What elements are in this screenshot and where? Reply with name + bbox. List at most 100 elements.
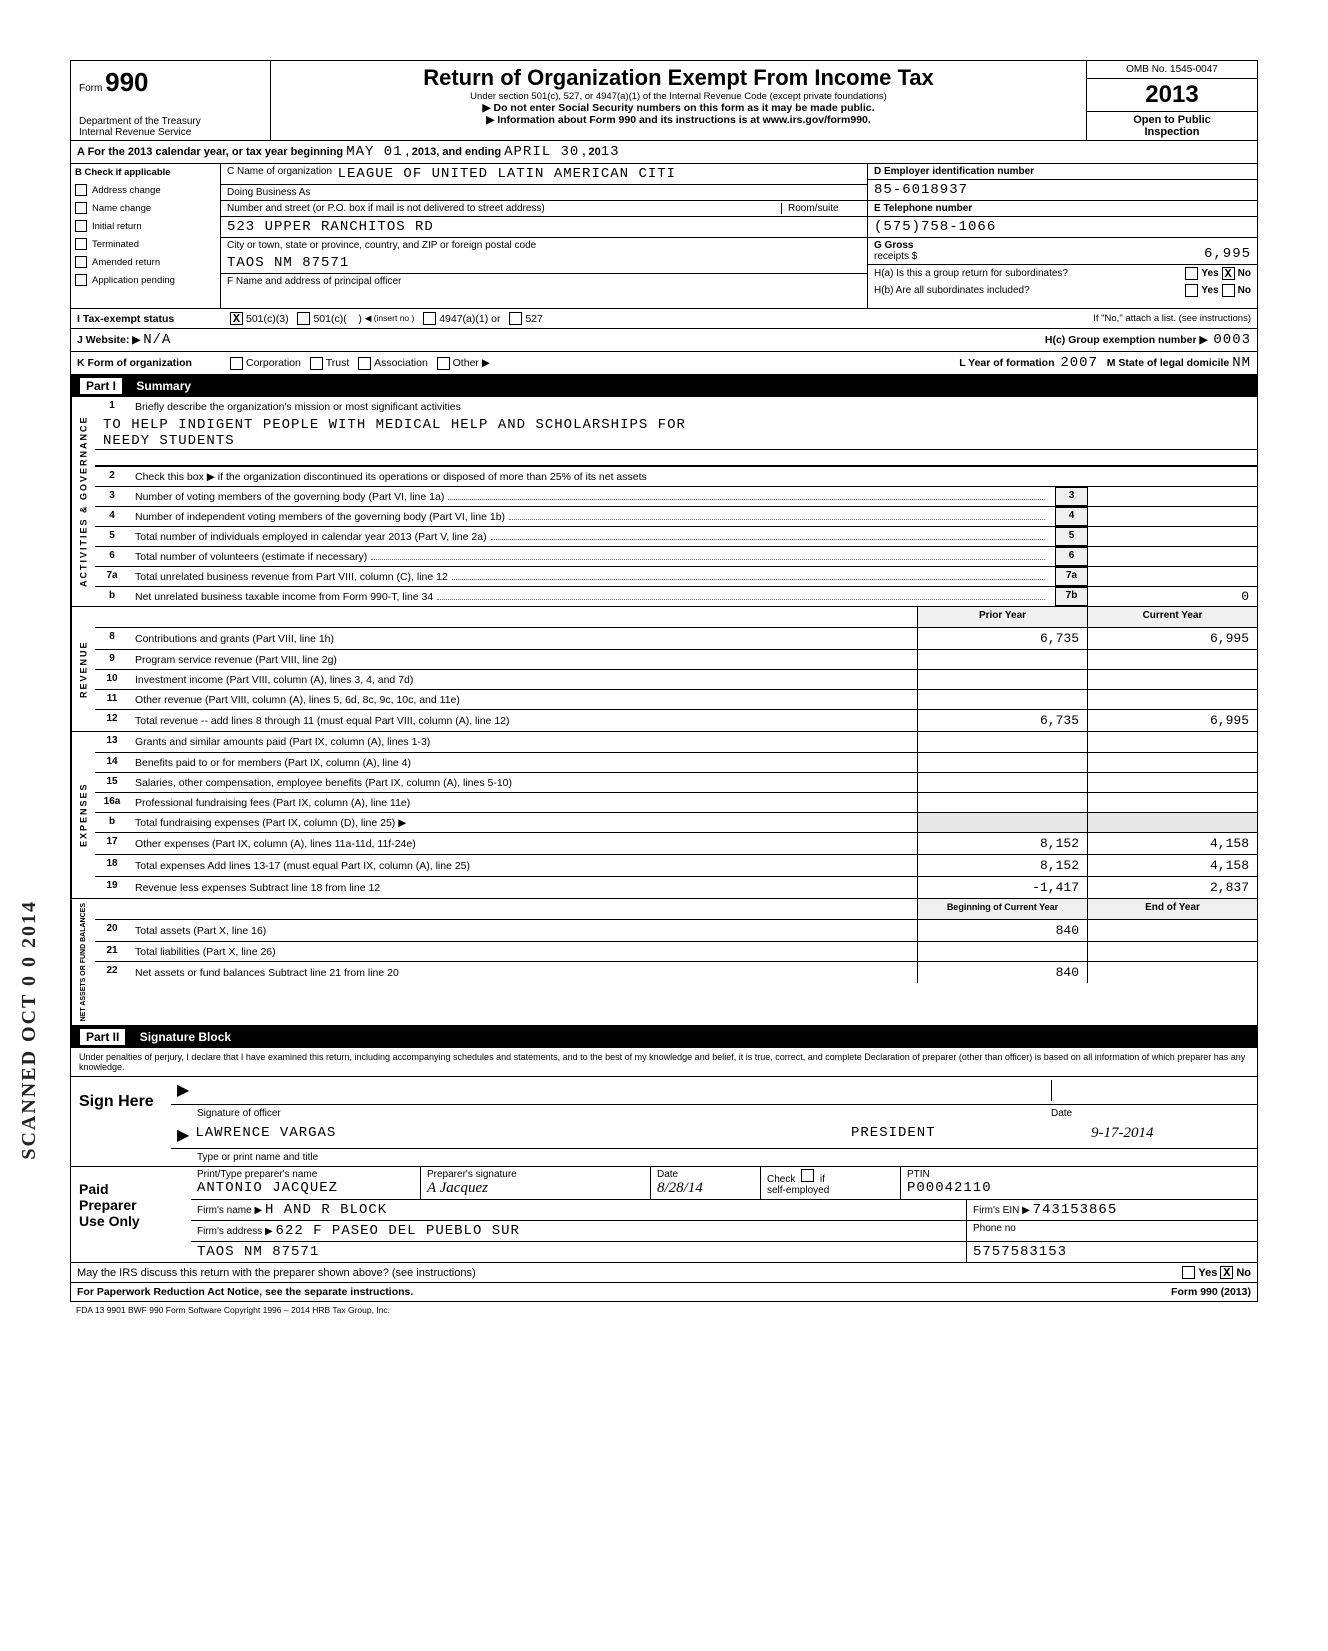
line-7a: Total unrelated business revenue from Pa… xyxy=(135,571,448,583)
checkbox-trust[interactable] xyxy=(310,357,323,370)
part-2-label: Part II xyxy=(79,1028,126,1046)
prep-h4b: if xyxy=(820,1174,825,1185)
checkbox-discuss-yes[interactable] xyxy=(1182,1266,1195,1279)
checkbox-app-pending[interactable] xyxy=(75,274,87,286)
section-klm: K Form of organization Corporation Trust… xyxy=(71,352,1257,375)
beg-22: 840 xyxy=(917,962,1087,983)
prep-h4c: self-employed xyxy=(767,1185,894,1196)
no-lbl: No xyxy=(1236,1267,1251,1279)
hdr-beg: Beginning of Current Year xyxy=(917,899,1087,919)
hdr-current: Current Year xyxy=(1087,607,1257,627)
tax-year-begin: MAY 01 xyxy=(346,144,402,160)
line-22: Net assets or fund balances Subtract lin… xyxy=(135,967,399,979)
opt-527: 527 xyxy=(525,313,543,325)
checkbox-hb-no[interactable] xyxy=(1222,284,1235,297)
line-16a: Professional fundraising fees (Part IX, … xyxy=(135,797,410,809)
checkbox-501c3[interactable]: X xyxy=(230,312,243,325)
line-21: Total liabilities (Part X, line 26) xyxy=(135,946,276,958)
prep-h1: Print/Type preparer's name xyxy=(197,1169,414,1180)
prep-date: 8/28/14 xyxy=(657,1180,754,1197)
line-7b: Net unrelated business taxable income fr… xyxy=(135,591,433,603)
type-print-lbl: Type or print name and title xyxy=(197,1152,318,1163)
preparer-signature: A Jacquez xyxy=(427,1180,644,1197)
line-13: Grants and similar amounts paid (Part IX… xyxy=(135,736,430,748)
footer-row: For Paperwork Reduction Act Notice, see … xyxy=(71,1282,1257,1301)
date-lbl: Date xyxy=(1051,1108,1251,1119)
expenses-section: EXPENSES 13Grants and similar amounts pa… xyxy=(71,732,1257,899)
sec-a-yearend: , 20 xyxy=(582,146,600,158)
sec-a-mid: , 2013, and ending xyxy=(406,146,501,158)
checkbox-ha-no[interactable]: X xyxy=(1222,267,1235,280)
line-12: Total revenue -- add lines 8 through 11 … xyxy=(135,715,510,727)
checkbox-initial-return[interactable] xyxy=(75,220,87,232)
checkbox-name-change[interactable] xyxy=(75,202,87,214)
checkbox-terminated[interactable] xyxy=(75,238,87,250)
hc-value: 0003 xyxy=(1213,332,1251,348)
mission-line-2: NEEDY STUDENTS xyxy=(95,433,1257,450)
checkbox-ha-yes[interactable] xyxy=(1185,267,1198,280)
checkbox-address-change[interactable] xyxy=(75,184,87,196)
opt-assoc: Association xyxy=(374,357,428,369)
preparer-label: Paid Preparer Use Only xyxy=(71,1167,191,1262)
opt-other: Other ▶ xyxy=(453,357,490,369)
section-i: I Tax-exempt status X501(c)(3) 501(c)( )… xyxy=(71,309,1257,329)
sig-declaration: Under penalties of perjury, I declare th… xyxy=(71,1048,1257,1076)
omb-box: OMB No. 1545-0047 2013 Open to Public In… xyxy=(1087,61,1257,140)
g-label: G Gross xyxy=(874,240,913,251)
l-value: 2007 xyxy=(1060,355,1098,371)
checkbox-other[interactable] xyxy=(437,357,450,370)
pra-notice: For Paperwork Reduction Act Notice, see … xyxy=(77,1286,413,1298)
checkbox-corp[interactable] xyxy=(230,357,243,370)
arrow-icon: ▶ xyxy=(177,1080,189,1101)
website-value: N/A xyxy=(143,332,171,348)
form-id-box: Form 990 Department of the Treasury Inte… xyxy=(71,61,271,140)
line-17: Other expenses (Part IX, column (A), lin… xyxy=(135,838,416,850)
val-7b: 0 xyxy=(1087,587,1257,606)
prior-12: 6,735 xyxy=(917,710,1087,731)
net-assets-section: NET ASSETS OR FUND BALANCES Beginning of… xyxy=(71,899,1257,1026)
line-6: Total number of volunteers (estimate if … xyxy=(135,551,367,563)
checkbox-self-employed[interactable] xyxy=(801,1169,814,1182)
section-deg: D Employer identification number 85-6018… xyxy=(867,164,1257,308)
line-19: Revenue less expenses Subtract line 18 f… xyxy=(135,882,380,894)
watermark-text: SCANNED OCT 0 0 2014 xyxy=(18,900,41,1160)
curr-12: 6,995 xyxy=(1087,710,1257,731)
officer-name: LAWRENCE VARGAS xyxy=(195,1125,851,1145)
side-governance: ACTIVITIES & GOVERNANCE xyxy=(71,397,95,606)
m-value: NM xyxy=(1232,355,1251,371)
header-row: Form 990 Department of the Treasury Inte… xyxy=(71,61,1257,141)
sec-b-header: B Check if applicable xyxy=(71,164,220,181)
firm-addr2: TAOS NM 87571 xyxy=(197,1244,319,1260)
chk-lbl: Address change xyxy=(92,185,161,196)
discuss-text: May the IRS discuss this return with the… xyxy=(77,1267,1179,1279)
chk-lbl: Terminated xyxy=(92,239,139,250)
yes-lbl: Yes xyxy=(1198,1267,1217,1279)
part-2-title: Signature Block xyxy=(140,1030,231,1044)
beg-20: 840 xyxy=(917,920,1087,941)
checkbox-4947[interactable] xyxy=(423,312,436,325)
section-b: B Check if applicable Address change Nam… xyxy=(71,164,221,308)
box-5: 5 xyxy=(1055,527,1087,546)
city-value: TAOS NM 87571 xyxy=(227,255,349,271)
officer-title: PRESIDENT xyxy=(851,1125,1091,1145)
checkbox-discuss-no[interactable]: X xyxy=(1220,1266,1233,1279)
form-ref: Form 990 (2013) xyxy=(1171,1286,1251,1298)
no-lbl: No xyxy=(1238,285,1251,296)
checkbox-amended[interactable] xyxy=(75,256,87,268)
line-11: Other revenue (Part VIII, column (A), li… xyxy=(135,694,460,706)
side-net: NET ASSETS OR FUND BALANCES xyxy=(71,899,95,1025)
prior-8: 6,735 xyxy=(917,628,1087,649)
main-title: Return of Organization Exempt From Incom… xyxy=(281,65,1076,91)
opt-trust: Trust xyxy=(326,357,350,369)
checkbox-501c[interactable] xyxy=(297,312,310,325)
line-18: Total expenses Add lines 13-17 (must equ… xyxy=(135,860,470,872)
form-container: Form 990 Department of the Treasury Inte… xyxy=(70,60,1258,1302)
curr-18: 4,158 xyxy=(1087,855,1257,876)
e-label: E Telephone number xyxy=(874,203,972,214)
line-5: Total number of individuals employed in … xyxy=(135,531,487,543)
checkbox-assoc[interactable] xyxy=(358,357,371,370)
c-name-lbl: C Name of organization xyxy=(227,166,332,182)
title-box: Return of Organization Exempt From Incom… xyxy=(271,61,1087,140)
checkbox-hb-yes[interactable] xyxy=(1185,284,1198,297)
checkbox-527[interactable] xyxy=(509,312,522,325)
